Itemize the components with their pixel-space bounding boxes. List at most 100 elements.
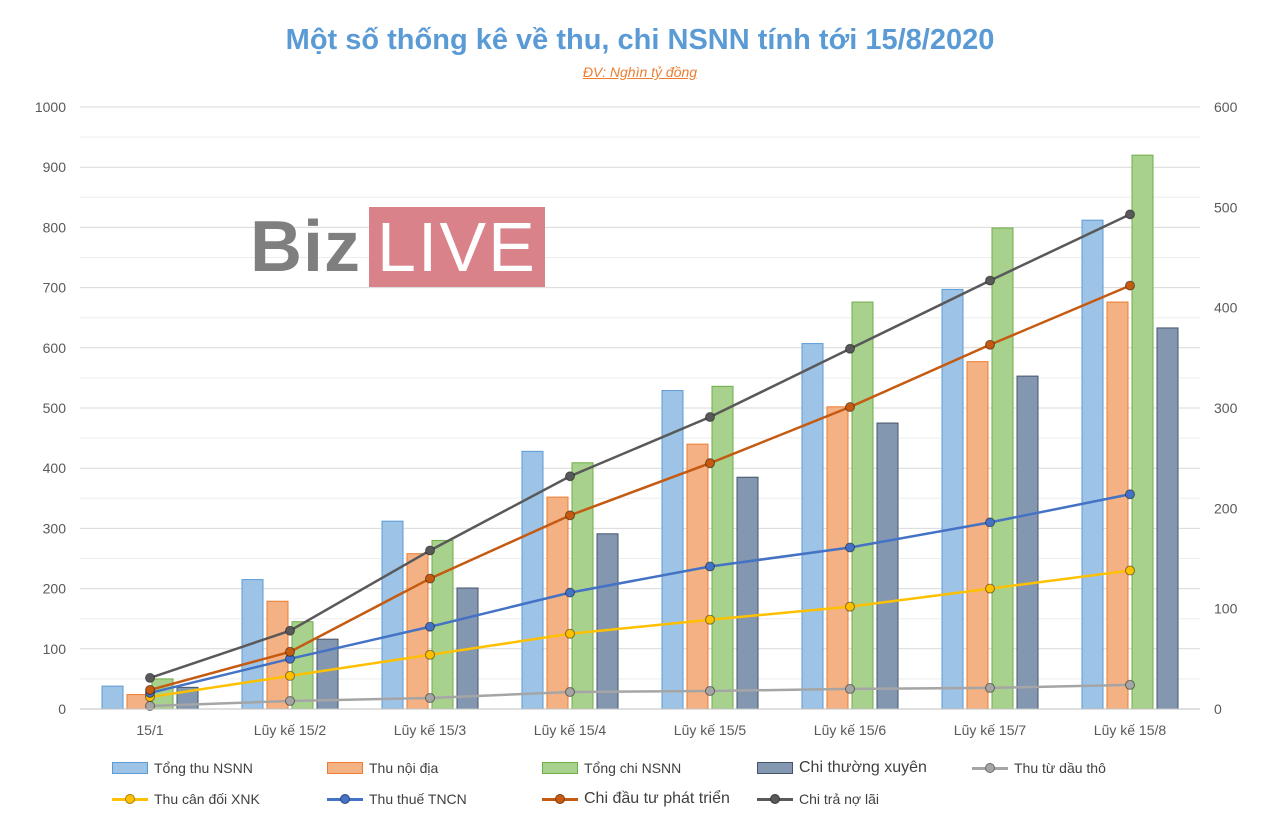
bars-layer [101, 154, 1179, 710]
bar [711, 385, 734, 710]
line-point [845, 601, 855, 612]
bar [851, 301, 874, 710]
chart-subtitle: ĐV: Nghìn tỷ đồng [582, 64, 698, 80]
axis-layer: 0 100 200 300 400 500 600 700 800 900 1000 0 100 200 3… [35, 99, 1238, 738]
legend-item: Tổng chi NSNN [542, 758, 681, 778]
x-category-label: Lũy kế 15/7 [954, 722, 1027, 738]
series-line [149, 213, 1131, 680]
series-line [149, 493, 1131, 695]
y-left-tick-label: 400 [43, 460, 67, 476]
bar [571, 462, 594, 710]
legend-line-marker [972, 762, 1008, 774]
legend-swatch [327, 762, 363, 774]
legend-label: Tổng chi NSNN [584, 760, 682, 776]
y-left-tick-label: 300 [43, 520, 67, 536]
legend-item: Tổng thu NSNN [112, 758, 253, 778]
bar [1131, 154, 1154, 710]
line-point [845, 401, 855, 412]
line-point [1125, 565, 1135, 576]
line-point [285, 646, 295, 657]
bar [1016, 375, 1039, 710]
legend-item: Thu cân đối XNK [112, 789, 260, 809]
line-point [845, 542, 855, 553]
x-category-label: 15/1 [136, 722, 163, 738]
bar [991, 227, 1014, 710]
series-line [149, 284, 1131, 692]
y-left-tick-label: 0 [58, 701, 66, 717]
x-category-label: Lũy kế 15/4 [534, 722, 607, 738]
line-point [985, 339, 995, 350]
line-point [425, 545, 435, 556]
legend-label: Thu nội địa [369, 760, 439, 776]
line-point [565, 686, 575, 697]
line-point [145, 684, 155, 695]
x-category-label: Lũy kế 15/8 [1094, 722, 1167, 738]
line-point [705, 561, 715, 572]
line-point [425, 649, 435, 660]
legend-swatch [757, 762, 793, 774]
y-left-tick-label: 700 [43, 280, 67, 296]
y-right-tick-label: 100 [1214, 601, 1238, 617]
line-point [565, 471, 575, 482]
line-point [145, 700, 155, 711]
line-point [425, 573, 435, 584]
bar [126, 694, 149, 710]
line-point [845, 343, 855, 354]
bar [736, 476, 759, 710]
line-point [985, 682, 995, 693]
bar [876, 422, 899, 710]
bar [546, 496, 569, 710]
y-left-tick-label: 800 [43, 219, 67, 235]
x-category-label: Lũy kế 15/5 [674, 722, 747, 738]
legend-line-marker [757, 793, 793, 805]
line-point [565, 510, 575, 521]
legend-line-marker [327, 793, 363, 805]
y-left-tick-label: 1000 [35, 99, 66, 115]
bar [101, 685, 124, 710]
bar [521, 450, 544, 710]
legend-label: Chi đầu tư phát triển [584, 790, 730, 807]
chart-title: Một số thống kê về thu, chi NSNN tính tớ… [285, 24, 995, 56]
line-point [1125, 280, 1135, 291]
bar [941, 288, 964, 710]
series-line [149, 683, 1131, 708]
legend-line-marker [542, 793, 578, 805]
legend-label: Chi trả nợ lãi [799, 791, 879, 807]
bar [686, 443, 709, 710]
bar [801, 343, 824, 710]
line-point [1125, 489, 1135, 500]
y-right-tick-label: 400 [1214, 300, 1238, 316]
line-point [705, 458, 715, 469]
line-point [705, 614, 715, 625]
x-category-label: Lũy kế 15/3 [394, 722, 467, 738]
series-line [149, 569, 1131, 699]
legend-item: Thu nội địa [327, 758, 438, 778]
line-point [985, 517, 995, 528]
bizlive-logo: Biz LIVE [250, 207, 545, 287]
legend-label: Tổng thu NSNN [154, 760, 253, 776]
y-left-tick-label: 600 [43, 340, 67, 356]
y-left-tick-label: 200 [43, 581, 67, 597]
line-point [145, 672, 155, 683]
y-right-tick-label: 0 [1214, 701, 1222, 717]
bar [596, 533, 619, 710]
bar [381, 520, 404, 710]
bar [1081, 219, 1104, 710]
line-point [565, 587, 575, 598]
line-point [705, 685, 715, 696]
x-category-label: Lũy kế 15/6 [814, 722, 887, 738]
bar [826, 406, 849, 710]
y-right-tick-label: 600 [1214, 99, 1238, 115]
legend-item: Chi đầu tư phát triển [542, 789, 730, 809]
legend-line-marker [112, 793, 148, 805]
bar [1156, 327, 1179, 710]
legend-label: Thu thuế TNCN [369, 791, 467, 807]
line-point [1125, 209, 1135, 220]
y-right-tick-label: 500 [1214, 199, 1238, 215]
line-point [425, 621, 435, 632]
bar [966, 361, 989, 710]
line-point [285, 625, 295, 636]
legend-swatch [542, 762, 578, 774]
line-point [565, 628, 575, 639]
